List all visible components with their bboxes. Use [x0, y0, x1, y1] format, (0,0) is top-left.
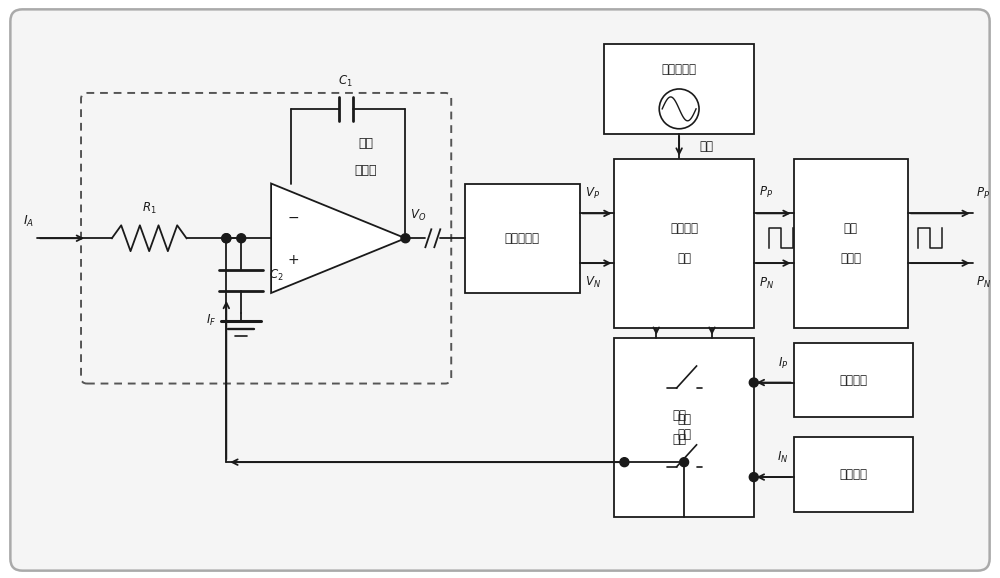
Text: $-$: $-$ [287, 209, 299, 223]
Text: 驱动器: 驱动器 [840, 251, 861, 265]
Text: 负恒流源: 负恒流源 [839, 468, 867, 481]
Text: 开关: 开关 [672, 433, 686, 446]
Bar [794, 438, 913, 512]
Text: $I_N$: $I_N$ [777, 450, 789, 465]
Text: $C_1$: $C_1$ [338, 74, 353, 89]
Text: 缓冲: 缓冲 [844, 222, 858, 235]
Text: 电压比较器: 电压比较器 [505, 232, 540, 244]
Circle shape [401, 234, 410, 243]
Text: $V_P$: $V_P$ [585, 186, 600, 201]
Polygon shape [271, 183, 405, 293]
Text: $I_P$: $I_P$ [778, 355, 789, 370]
Text: 模拟
开关: 模拟 开关 [677, 413, 691, 442]
Text: $I_A$: $I_A$ [23, 214, 34, 229]
Text: 单元: 单元 [677, 251, 691, 265]
Text: 时钟发生器: 时钟发生器 [662, 62, 697, 76]
Circle shape [659, 89, 699, 129]
Text: 模拟: 模拟 [672, 409, 686, 422]
Text: 逻辑控制: 逻辑控制 [670, 222, 698, 235]
FancyBboxPatch shape [10, 9, 990, 570]
Text: 时钟: 时钟 [699, 140, 713, 153]
Text: $C_2$: $C_2$ [269, 268, 284, 283]
Bar [794, 343, 913, 417]
Circle shape [620, 458, 629, 466]
Circle shape [680, 458, 689, 466]
Text: $V_N$: $V_N$ [585, 275, 601, 290]
Text: $V_O$: $V_O$ [410, 208, 427, 223]
Circle shape [237, 234, 246, 243]
Text: $P_N$: $P_N$ [976, 275, 991, 290]
Bar [794, 158, 908, 328]
Text: $I_F$: $I_F$ [206, 313, 216, 328]
Bar [465, 183, 580, 293]
Circle shape [222, 234, 231, 243]
Circle shape [749, 378, 758, 387]
Text: $P_N$: $P_N$ [759, 276, 774, 291]
Bar [604, 44, 754, 134]
Bar [614, 158, 754, 328]
Text: $+$: $+$ [287, 253, 299, 267]
Text: $P_P$: $P_P$ [976, 186, 990, 201]
Text: 积分器: 积分器 [354, 164, 377, 177]
Bar [614, 338, 754, 517]
Circle shape [222, 234, 231, 243]
Text: $R_1$: $R_1$ [142, 201, 157, 216]
Text: 电流: 电流 [358, 137, 373, 150]
Text: 正恒流源: 正恒流源 [839, 373, 867, 387]
Circle shape [749, 473, 758, 481]
Text: $P_P$: $P_P$ [759, 186, 773, 201]
